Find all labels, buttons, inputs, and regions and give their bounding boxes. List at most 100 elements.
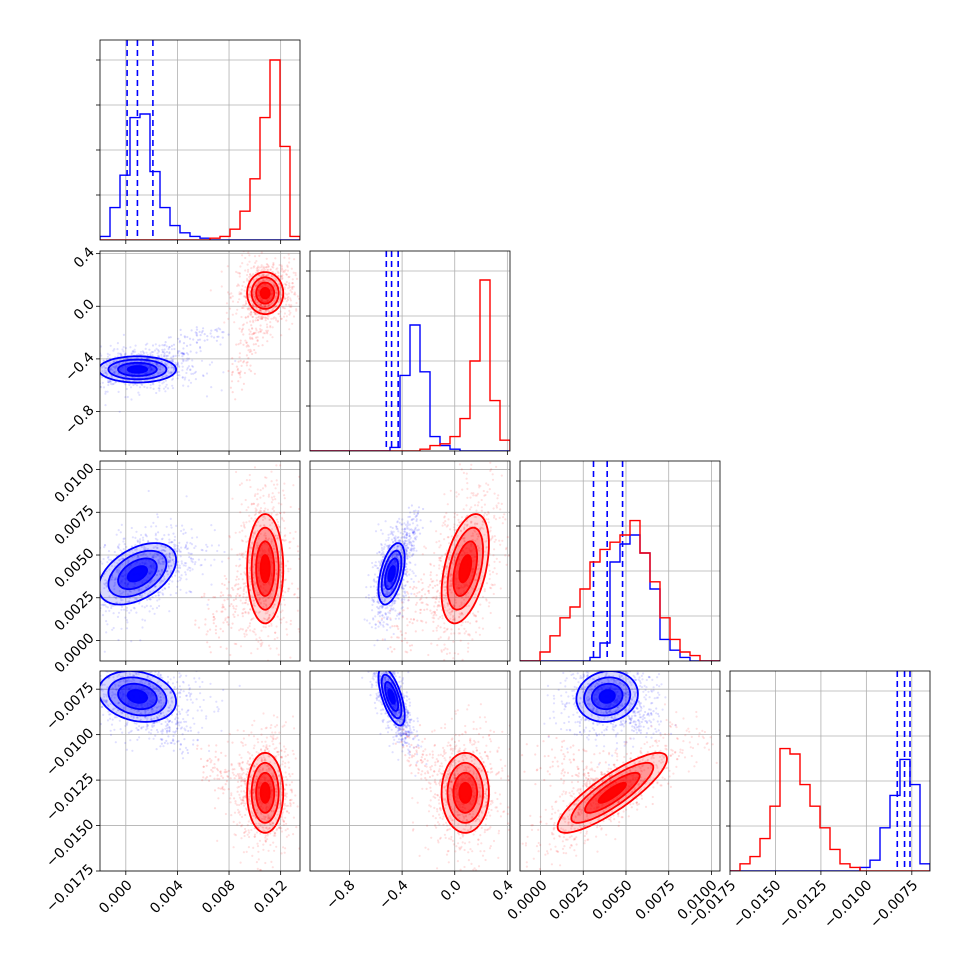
scatter-point — [267, 265, 270, 268]
contour-line — [246, 513, 285, 625]
scatter-point — [194, 378, 197, 381]
scatter-point — [144, 553, 147, 556]
scatter-point — [93, 540, 95, 542]
scatter-point — [275, 513, 278, 516]
scatter-point — [220, 610, 223, 613]
scatter-point — [265, 274, 268, 277]
scatter-point — [156, 599, 159, 602]
scatter-point — [152, 521, 155, 525]
scatter-point — [394, 539, 397, 542]
scatter-point — [180, 352, 183, 355]
scatter-point — [258, 308, 262, 312]
scatter-point — [216, 335, 219, 338]
scatter-point — [254, 510, 257, 513]
scatter-point — [231, 300, 235, 303]
scatter-point — [243, 632, 246, 636]
scatter-point — [185, 351, 188, 355]
scatter-point — [226, 587, 229, 590]
scatter-point — [387, 538, 390, 542]
scatter-point — [252, 617, 255, 620]
scatter-point — [277, 491, 280, 494]
scatter-point — [161, 375, 164, 378]
scatter-point — [274, 487, 277, 490]
scatter-point — [271, 492, 274, 495]
scatter-point — [408, 540, 411, 543]
scatter-point — [152, 383, 155, 386]
scatter-point — [478, 626, 481, 629]
scatter-point — [248, 551, 251, 554]
scatter-point — [270, 538, 273, 541]
scatter-point — [290, 291, 293, 294]
panel-frame — [99, 250, 301, 452]
scatter-point — [291, 278, 294, 281]
scatter-point — [429, 578, 433, 581]
scatter-point — [240, 503, 243, 506]
scatter-point — [242, 360, 246, 363]
scatter-point — [248, 567, 251, 570]
scatter-point — [253, 582, 256, 585]
scatter-point — [115, 533, 118, 536]
scatter-point — [445, 652, 449, 656]
scatter-point — [404, 546, 407, 550]
scatter-point — [275, 464, 278, 467]
scatter-panel-1-0 — [96, 250, 301, 455]
scatter-point — [485, 513, 488, 516]
scatter-point — [167, 559, 170, 562]
scatter-point — [185, 344, 189, 347]
scatter-point — [146, 361, 149, 364]
scatter-point — [127, 560, 130, 563]
scatter-point — [406, 525, 409, 528]
scatter-point — [105, 631, 108, 634]
scatter-point — [380, 529, 383, 532]
scatter-point — [412, 580, 415, 583]
scatter-point — [159, 368, 162, 371]
scatter-point — [181, 352, 185, 356]
scatter-point — [248, 328, 251, 331]
scatter-point — [208, 363, 211, 366]
scatter-point — [181, 369, 184, 372]
scatter-point — [143, 606, 146, 609]
scatter-point — [383, 546, 386, 549]
scatter-point — [258, 303, 261, 306]
scatter-point — [162, 579, 165, 583]
scatter-point — [275, 287, 278, 290]
scatter-point — [456, 524, 459, 527]
scatter-point — [146, 598, 149, 602]
scatter-point — [414, 509, 417, 512]
scatter-point — [258, 598, 261, 601]
scatter-point — [214, 596, 217, 599]
scatter-point — [275, 289, 278, 292]
scatter-point — [165, 556, 168, 559]
scatter-point — [154, 343, 157, 346]
scatter-point — [281, 274, 284, 277]
scatter-point — [185, 495, 188, 498]
scatter-point — [256, 492, 259, 495]
scatter-point — [425, 596, 428, 599]
scatter-point — [103, 369, 106, 372]
scatter-point — [254, 507, 257, 510]
scatter-point — [156, 562, 159, 565]
scatter-point — [279, 621, 283, 624]
scatter-point — [170, 541, 173, 544]
scatter-point — [182, 347, 185, 350]
scatter-point — [237, 587, 240, 590]
scatter-point — [242, 382, 245, 385]
scatter-point — [500, 474, 503, 477]
scatter-point — [244, 611, 247, 614]
scatter-point — [483, 494, 486, 497]
scatter-point — [406, 522, 409, 525]
scatter-point — [160, 356, 163, 359]
scatter-point — [210, 329, 213, 332]
scatter-point — [170, 541, 173, 544]
scatter-point — [231, 362, 234, 366]
scatter-point — [238, 298, 241, 301]
scatter-point — [372, 600, 375, 603]
scatter-point — [122, 333, 125, 336]
scatter-point — [89, 565, 91, 567]
scatter-point — [254, 327, 258, 330]
scatter-point — [184, 545, 188, 548]
scatter-point — [259, 280, 262, 283]
scatter-point — [273, 277, 276, 280]
scatter-point — [261, 317, 264, 320]
scatter-point — [171, 377, 175, 380]
